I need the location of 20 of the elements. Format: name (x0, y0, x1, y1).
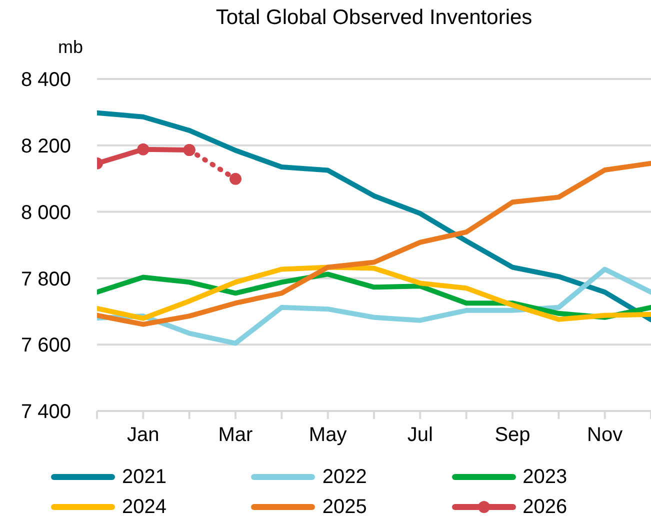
legend-label: 2026 (522, 496, 568, 518)
legend-label: 2024 (122, 496, 166, 518)
y-tick-label: 8 000 (20, 202, 71, 224)
legend-label: 2021 (122, 466, 166, 488)
chart-title: Total Global Observed Inventories (214, 6, 534, 30)
x-tick-label: Jul (407, 424, 433, 446)
y-axis-title: mb (58, 37, 84, 58)
x-tick-label: May (308, 424, 347, 446)
legend-label: 2025 (322, 496, 367, 518)
x-tick-label: Mar (218, 424, 254, 446)
legend-label: 2023 (522, 466, 568, 488)
y-tick-label: 7 600 (20, 334, 71, 357)
x-tick-label: Nov (587, 424, 623, 446)
y-tick-label: 8 400 (20, 69, 71, 92)
y-tick-label: 7 800 (20, 268, 71, 290)
x-tick-label: Sep (494, 424, 530, 446)
y-tick-label: 7 400 (20, 401, 71, 424)
y-tick-label: 8 200 (20, 136, 71, 158)
x-tick-label: Jan (127, 424, 160, 446)
legend-label: 2022 (322, 466, 367, 488)
